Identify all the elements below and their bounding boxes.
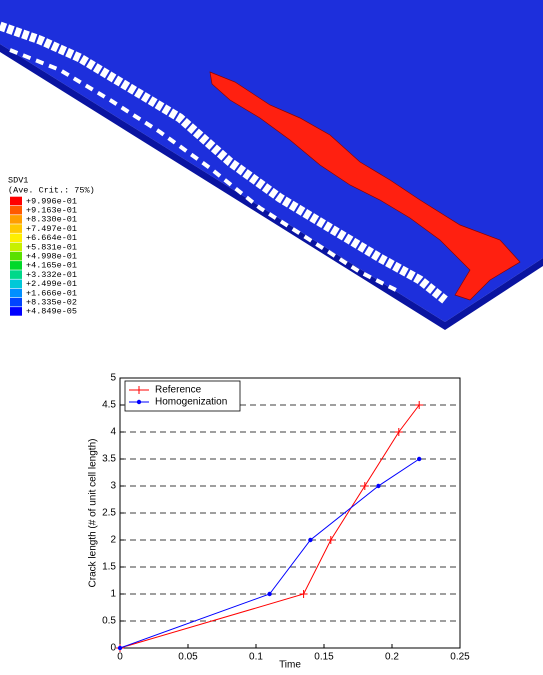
legend-swatch [10, 243, 22, 252]
x-tick-label: 0.05 [178, 652, 198, 663]
x-axis-label: Time [279, 660, 301, 671]
legend-subtitle: (Ave. Crit.: 75%) [8, 185, 95, 195]
legend-swatch [10, 224, 22, 233]
y-tick-label: 0.5 [102, 616, 116, 627]
x-tick-label: 0.25 [450, 652, 470, 663]
legend-swatch [10, 261, 22, 270]
x-tick-label: 0.15 [314, 652, 334, 663]
legend-swatch [10, 215, 22, 224]
legend-levels: +9.996e-01+9.163e-01+8.330e-01+7.497e-01… [10, 196, 77, 316]
plate [0, 0, 543, 322]
series-point [417, 457, 421, 461]
series-point [118, 646, 122, 650]
legend-swatch [10, 206, 22, 215]
series-point [308, 538, 312, 542]
y-tick-label: 5 [110, 373, 116, 384]
y-tick-label: 4 [110, 427, 116, 438]
y-tick-label: 2 [110, 535, 116, 546]
mesh-image [0, 0, 543, 330]
legend-swatch [10, 289, 22, 298]
series-point [376, 484, 380, 488]
chart: Time Crack length (# of unit cell length… [88, 373, 471, 671]
y-tick-label: 4.5 [102, 400, 116, 411]
legend-marker [137, 400, 141, 404]
y-tick-label: 2.5 [102, 508, 116, 519]
legend-swatch [10, 197, 22, 206]
contour-legend: SDV1 (Ave. Crit.: 75%) +9.996e-01+9.163e… [8, 175, 95, 316]
page: SDV1 (Ave. Crit.: 75%) +9.996e-01+9.163e… [0, 0, 543, 675]
y-tick-label: 3 [110, 481, 116, 492]
figure: SDV1 (Ave. Crit.: 75%) +9.996e-01+9.163e… [0, 0, 543, 675]
x-tick-label: 0.2 [385, 652, 399, 663]
legend-swatch [10, 252, 22, 261]
legend-swatch [10, 234, 22, 243]
legend-swatch [10, 298, 22, 307]
y-tick-label: 1 [110, 589, 116, 600]
y-tick-label: 0 [110, 643, 116, 654]
legend-title: SDV1 [8, 175, 28, 185]
series-point [267, 592, 271, 596]
legend-level: +4.849e-05 [26, 307, 77, 317]
legend-swatch [10, 307, 22, 316]
x-tick-label: 0 [117, 652, 123, 663]
legend-swatch [10, 270, 22, 279]
legend-swatch [10, 280, 22, 289]
legend-label: Reference [155, 385, 202, 396]
legend-label: Homogenization [155, 397, 227, 408]
y-tick-label: 3.5 [102, 454, 116, 465]
x-tick-label: 0.1 [249, 652, 263, 663]
y-tick-label: 1.5 [102, 562, 116, 573]
y-axis-label: Crack length (# of unit cell length) [88, 439, 99, 588]
